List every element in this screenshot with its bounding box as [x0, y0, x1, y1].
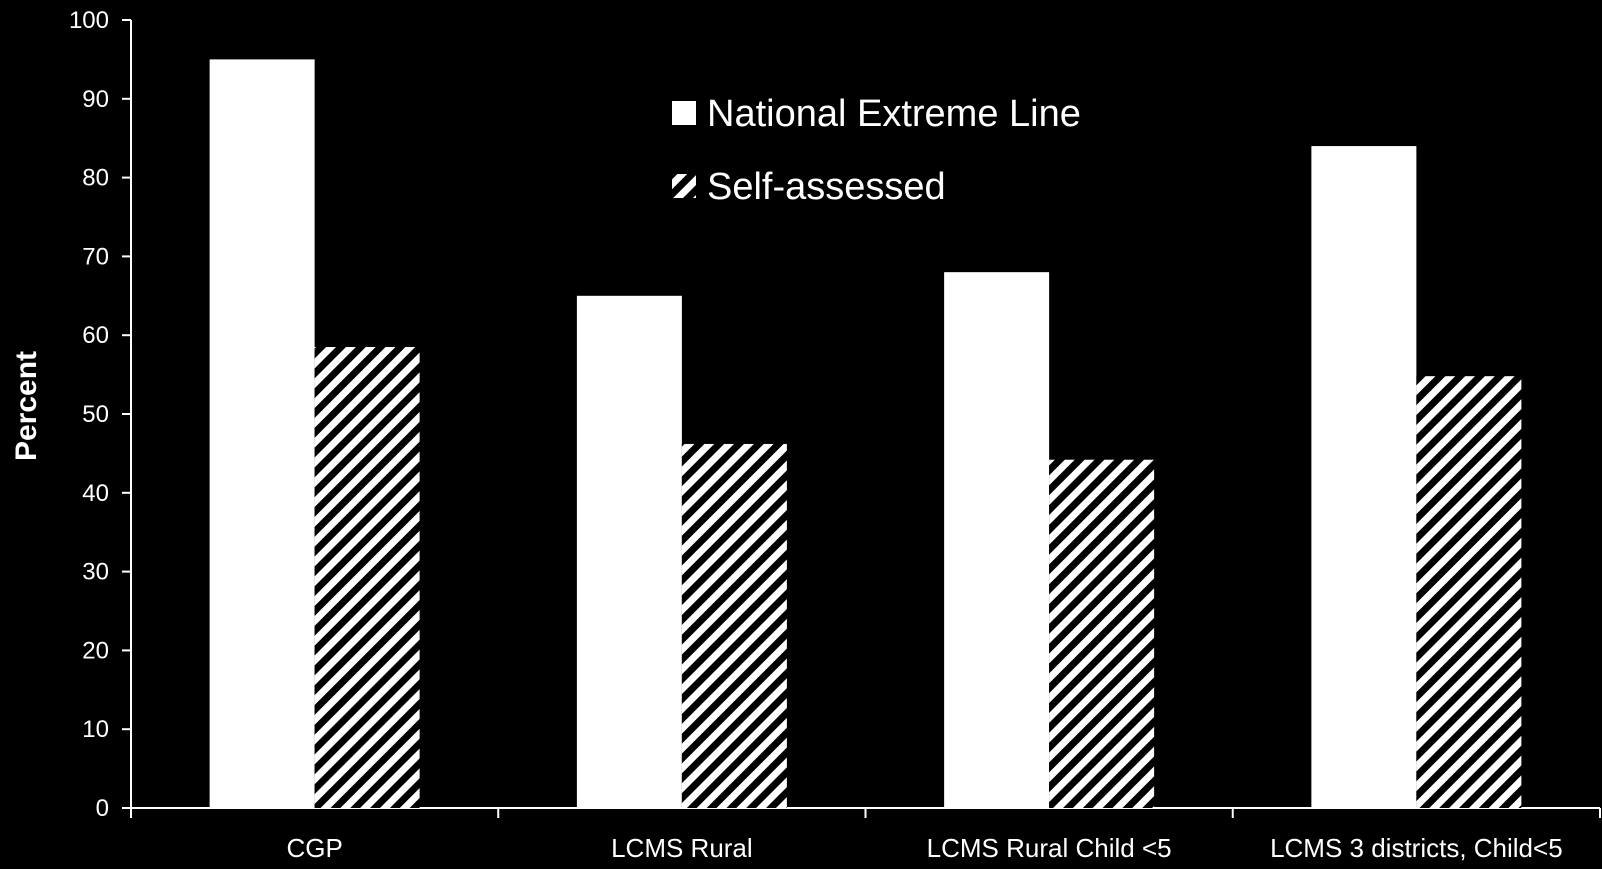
y-tick-label: 20 [82, 637, 109, 664]
bar-self-assessed-lcms-rural-child-5 [1049, 459, 1155, 808]
y-tick-label: 80 [82, 165, 109, 192]
y-tick-label: 10 [82, 716, 109, 743]
x-category-label: LCMS Rural [611, 833, 753, 863]
y-tick-label: 100 [69, 7, 109, 34]
legend-label-self-assessed: Self-assessed [707, 166, 946, 208]
bar-self-assessed-lcms-3-districts-child-5 [1416, 376, 1522, 808]
y-tick-label: 40 [82, 480, 109, 507]
legend-label-national-extreme-line: National Extreme Line [707, 93, 1081, 135]
y-tick-label: 50 [82, 401, 109, 428]
x-category-label: LCMS 3 districts, Child<5 [1270, 833, 1563, 863]
y-tick-label: 70 [82, 243, 109, 270]
bar-self-assessed-lcms-rural [681, 443, 787, 808]
x-category-label: LCMS Rural Child <5 [927, 833, 1172, 863]
y-tick-label: 0 [96, 795, 109, 822]
bar-self-assessed-cgp [314, 347, 420, 808]
y-axis-label: Percent [10, 351, 43, 461]
y-tick-label: 90 [82, 86, 109, 113]
bar-national-extreme-line-lcms-3-districts-child-5 [1311, 146, 1417, 808]
x-category-label: CGP [286, 833, 342, 863]
y-tick-label: 30 [82, 559, 109, 586]
bar-national-extreme-line-lcms-rural [576, 295, 682, 808]
bar-national-extreme-line-lcms-rural-child-5 [944, 272, 1050, 808]
bar-national-extreme-line-cgp [209, 59, 315, 808]
legend-swatch-hatched [672, 174, 696, 198]
y-tick-label: 60 [82, 322, 109, 349]
legend-swatch-solid [672, 101, 696, 125]
